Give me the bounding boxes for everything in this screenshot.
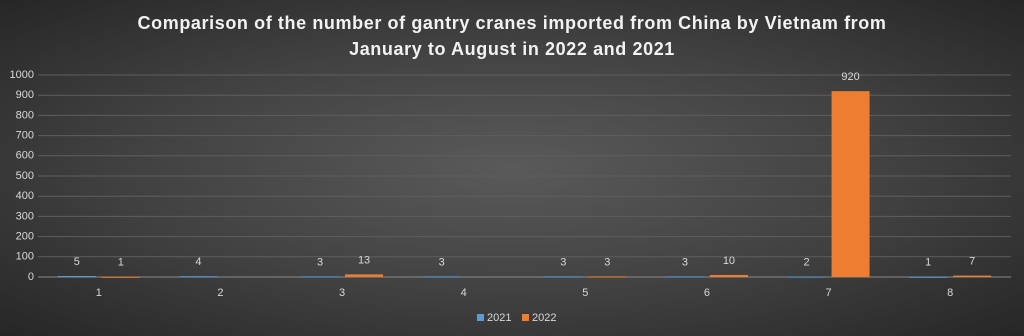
y-tick-label: 100	[16, 251, 34, 263]
x-tick-label: 6	[704, 287, 710, 299]
data-label: 13	[358, 254, 370, 266]
y-tick-label: 0	[28, 271, 34, 283]
legend-swatch	[522, 314, 529, 321]
data-label: 3	[682, 256, 688, 268]
data-label: 3	[439, 256, 445, 268]
bar	[422, 276, 461, 278]
data-label: 2	[804, 257, 810, 269]
x-tick-label: 8	[947, 287, 953, 299]
data-label: 3	[317, 256, 323, 268]
bar	[953, 275, 992, 277]
data-label: 4	[195, 256, 201, 268]
data-label: 1	[118, 257, 124, 269]
bar	[179, 276, 218, 278]
bar	[301, 276, 340, 278]
bar	[665, 276, 704, 278]
bar	[709, 274, 748, 277]
legend-label: 2022	[532, 312, 556, 324]
data-label: 7	[969, 255, 975, 267]
x-tick-label: 4	[461, 287, 467, 299]
x-tick-label: 5	[582, 287, 588, 299]
bar	[909, 276, 948, 278]
y-tick-label: 600	[16, 150, 34, 162]
bar	[588, 276, 627, 278]
data-label: 3	[604, 256, 610, 268]
bar	[57, 275, 96, 277]
y-tick-label: 1000	[10, 69, 34, 81]
x-tick-label: 1	[96, 287, 102, 299]
bar	[101, 276, 140, 278]
y-tick-label: 300	[16, 210, 34, 222]
legend-label: 2021	[487, 312, 511, 324]
y-tick-label: 900	[16, 89, 34, 101]
chart-title: Comparison of the number of gantry crane…	[137, 13, 887, 59]
bar	[544, 276, 583, 278]
x-tick-label: 3	[339, 287, 345, 299]
legend-swatch	[477, 314, 484, 321]
x-tick-label: 2	[217, 287, 223, 299]
bar	[831, 91, 870, 277]
data-label: 3	[560, 256, 566, 268]
x-tick-label: 7	[826, 287, 832, 299]
y-tick-label: 500	[16, 170, 34, 182]
bar	[787, 276, 826, 278]
y-tick-label: 200	[16, 231, 34, 243]
data-label: 1	[925, 257, 931, 269]
data-label: 5	[74, 256, 80, 268]
data-label: 920	[841, 71, 859, 83]
y-tick-label: 400	[16, 190, 34, 202]
bar	[345, 274, 384, 277]
data-label: 10	[723, 255, 735, 267]
y-tick-label: 800	[16, 109, 34, 121]
y-tick-label: 700	[16, 130, 34, 142]
